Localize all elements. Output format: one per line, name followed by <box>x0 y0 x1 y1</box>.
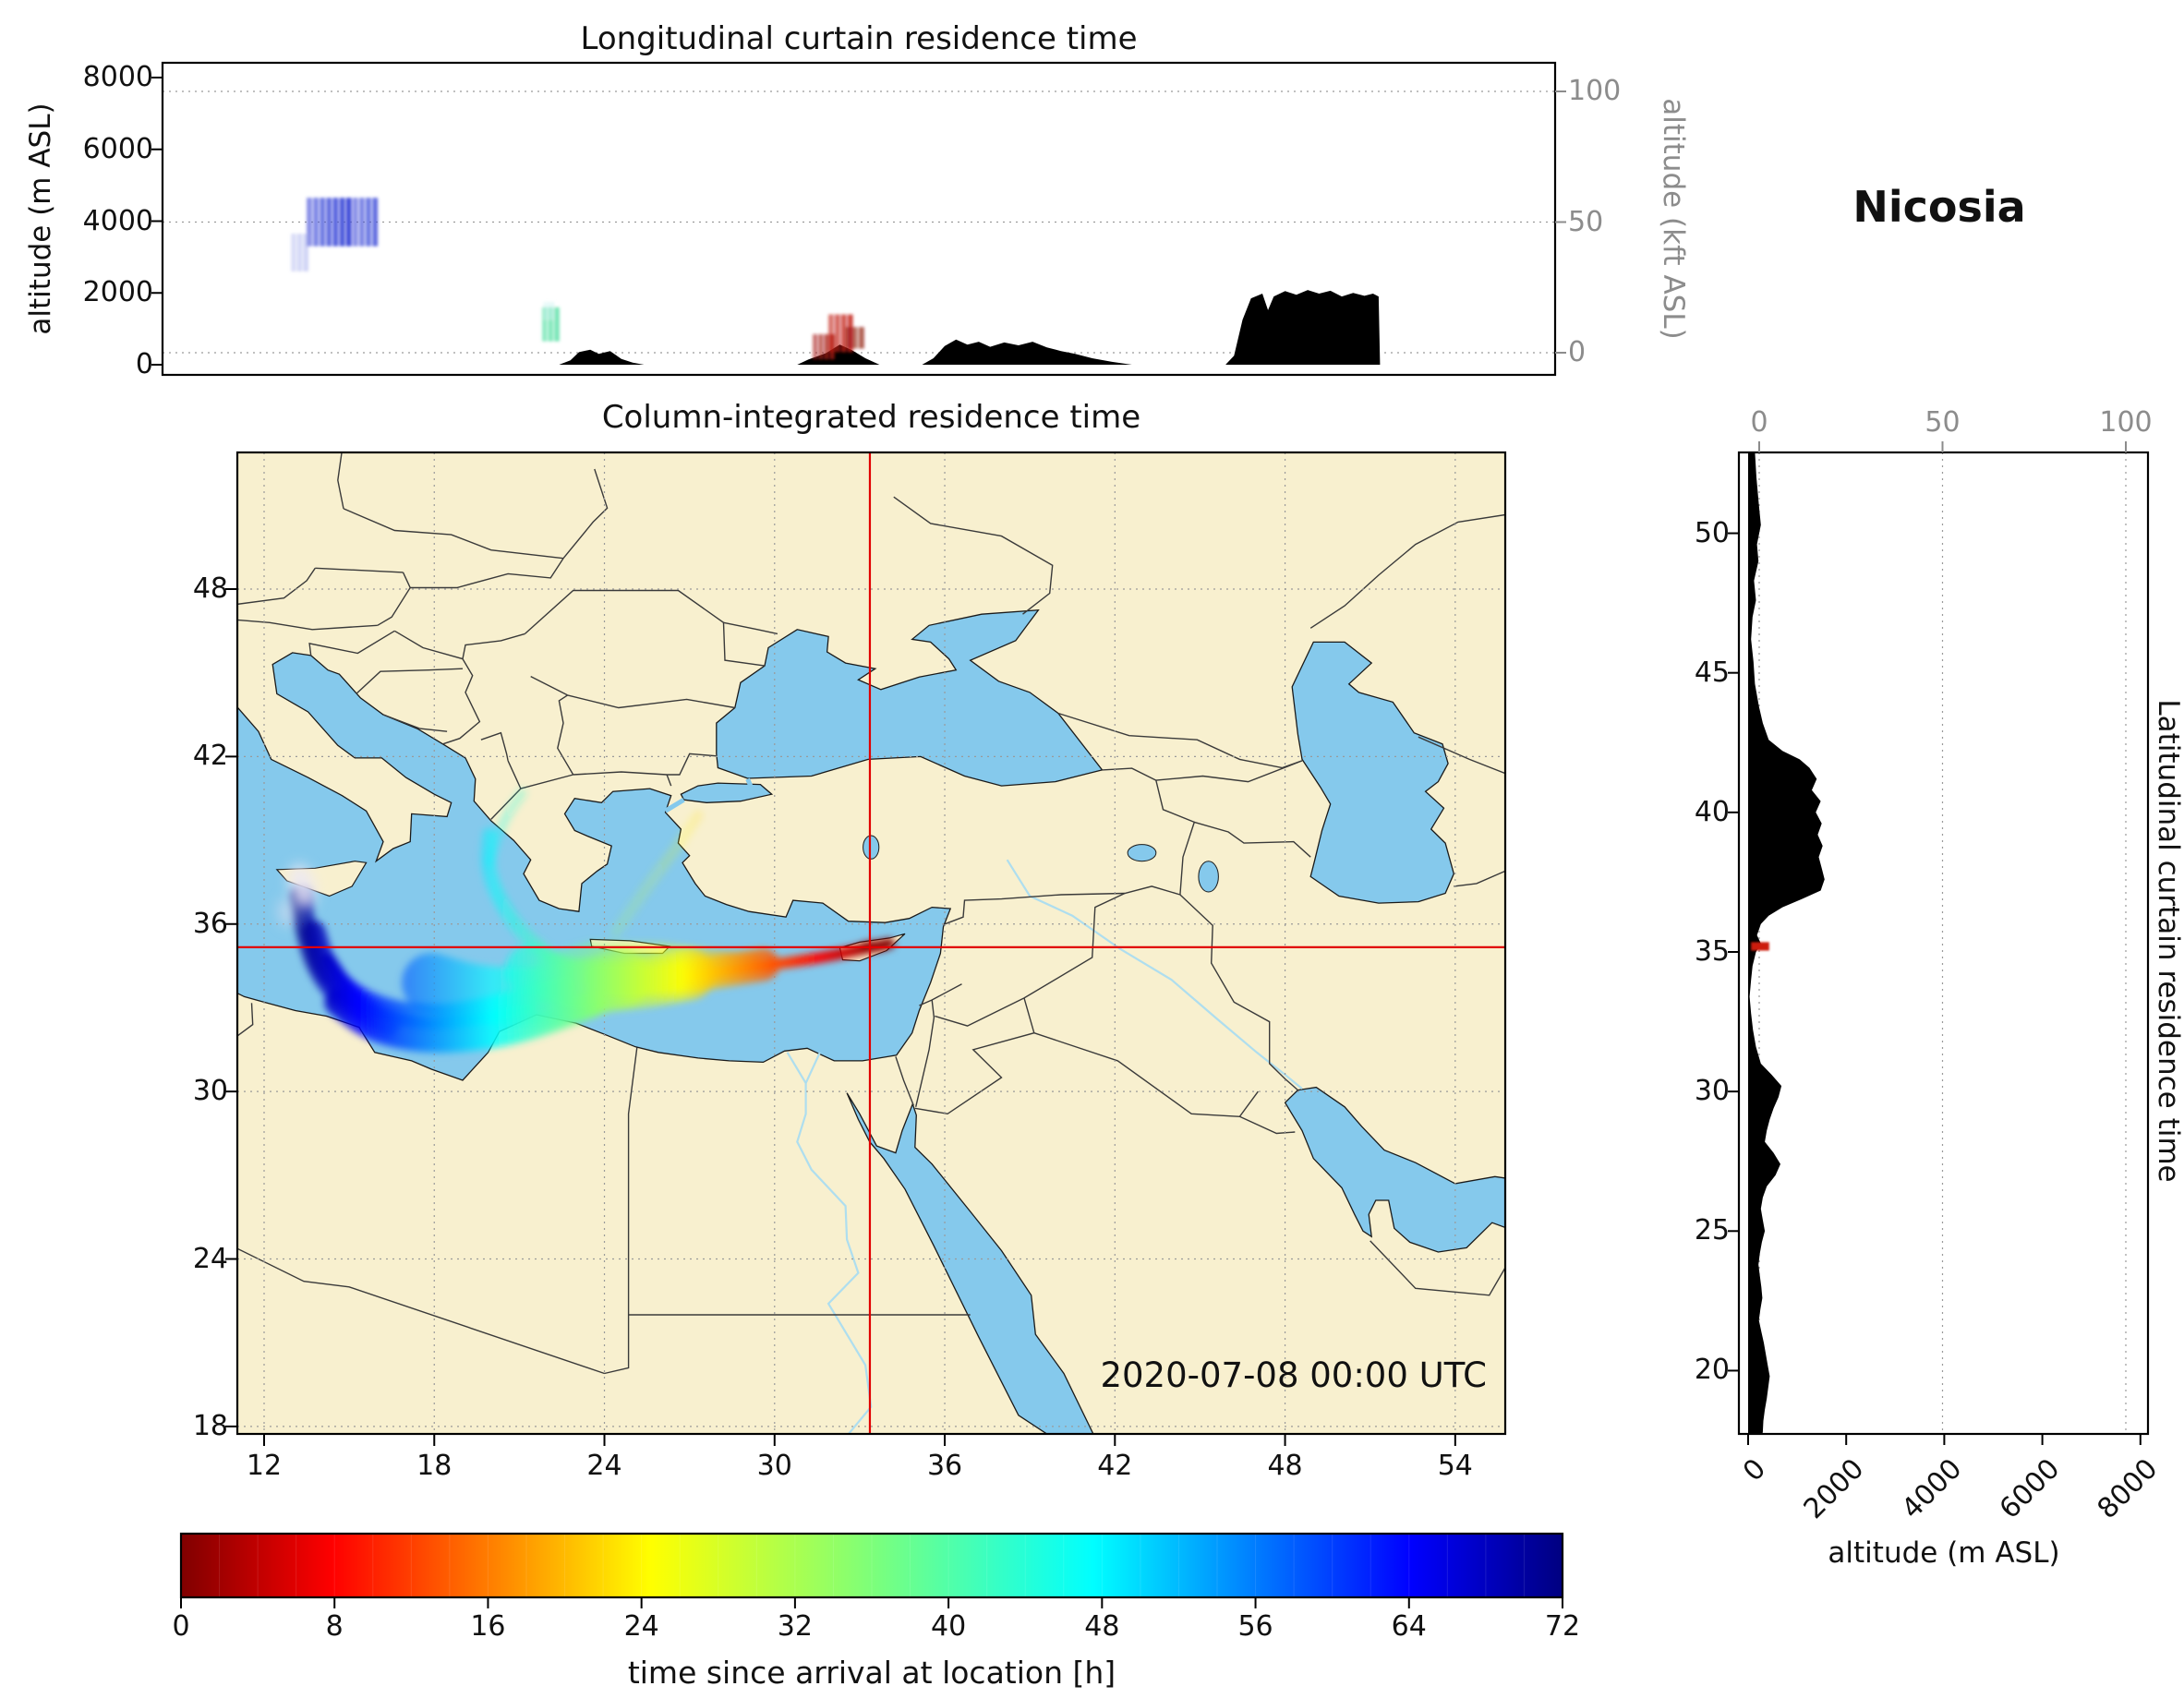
lake <box>1127 844 1157 862</box>
country-border <box>480 731 509 762</box>
sea-polygon <box>846 1092 1094 1434</box>
country-border <box>237 619 378 631</box>
latitudinal-curtain-panel <box>1748 452 2127 1434</box>
country-border <box>1194 821 1311 858</box>
country-border <box>944 885 1181 925</box>
map-panel <box>237 452 1505 1434</box>
country-border <box>1370 1240 1505 1296</box>
plume-overflow <box>278 864 317 927</box>
country-border <box>666 774 672 787</box>
country-border <box>1155 760 1303 783</box>
country-border <box>525 589 766 667</box>
river <box>786 1052 807 1084</box>
colorbar-gradient <box>181 1534 1563 1597</box>
country-border <box>343 508 564 560</box>
country-border <box>237 567 316 606</box>
country-border <box>627 1047 638 1315</box>
country-border <box>237 1247 605 1375</box>
country-border <box>895 1056 914 1106</box>
country-border <box>442 658 481 745</box>
country-border <box>567 694 735 709</box>
longitudinal-curtain-panel <box>163 90 1555 365</box>
strait <box>664 798 685 813</box>
lake <box>863 835 880 860</box>
country-border <box>337 452 344 510</box>
sea-polygon <box>1284 1086 1505 1253</box>
country-border <box>935 997 1025 1027</box>
country-border <box>723 621 778 635</box>
country-border <box>1102 767 1196 896</box>
country-border <box>530 675 568 696</box>
terrain-profile-longitudinal <box>163 290 1555 365</box>
country-border <box>1179 894 1298 1091</box>
country-border <box>915 999 935 1107</box>
country-border <box>557 694 574 776</box>
country-border <box>308 630 395 656</box>
country-border <box>914 997 1035 1115</box>
sea-polygon <box>1291 641 1454 904</box>
country-border <box>1454 870 1505 887</box>
river <box>796 1052 873 1434</box>
country-border <box>520 774 573 789</box>
country-border <box>1418 736 1505 775</box>
country-border <box>393 630 525 660</box>
country-border <box>237 1003 254 1037</box>
country-border <box>315 567 404 573</box>
country-border <box>893 496 1054 615</box>
latitudinal-residence-patch <box>1751 942 1769 951</box>
country-border <box>356 668 464 694</box>
river <box>1006 859 1303 1090</box>
lake <box>1198 861 1219 893</box>
country-border <box>1033 1032 1259 1118</box>
strait <box>745 777 756 794</box>
country-border <box>382 714 448 732</box>
country-border <box>410 558 564 589</box>
country-border <box>1023 892 1126 999</box>
terrain-profile-latitudinal <box>1748 452 1825 1434</box>
country-border <box>604 1315 630 1375</box>
country-border <box>562 468 609 560</box>
sea-polygon <box>716 608 1104 787</box>
country-border <box>1239 1115 1296 1135</box>
country-border <box>573 771 668 776</box>
country-border <box>377 572 411 626</box>
country-border <box>1309 513 1505 629</box>
country-border <box>667 753 718 776</box>
residence-plume <box>290 788 895 1054</box>
